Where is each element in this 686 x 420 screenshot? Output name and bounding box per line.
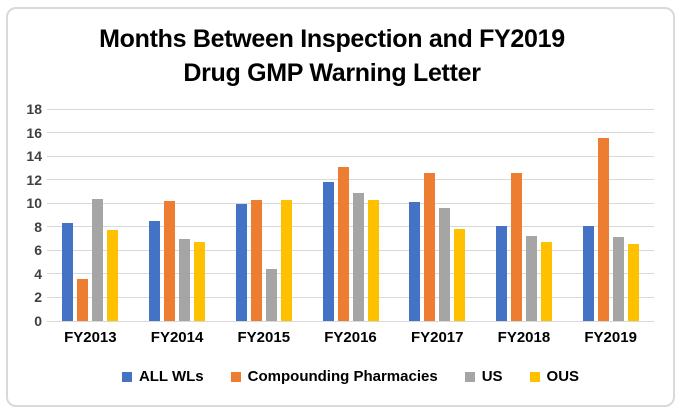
y-tick-label-16: 16 (26, 124, 42, 141)
bar-all-wls-fy2014 (149, 220, 161, 321)
bar-ous-fy2019 (627, 244, 639, 321)
plot-area (47, 108, 654, 322)
bar-group-FY2018 (481, 109, 568, 321)
bar-us-fy2014 (179, 238, 191, 321)
legend: ALL WLs Compounding Pharmacies US OUS (47, 368, 654, 385)
legend-label: OUS (546, 368, 580, 385)
gridline-8 (47, 226, 654, 228)
legend-item-all-wls: ALL WLs (121, 368, 204, 385)
bar-ous-fy2013 (107, 230, 119, 321)
chart-title-line-2: Drug GMP Warning Letter (183, 59, 481, 87)
gridline-4 (47, 273, 654, 275)
bar-all-wls-fy2016 (322, 182, 334, 321)
bar-group-FY2016 (307, 109, 394, 321)
y-tick-label-14: 14 (26, 148, 42, 165)
gridline-2 (47, 296, 654, 298)
y-axis: 0 2 4 6 8 10 12 14 16 18 (10, 101, 42, 329)
bar-us-fy2017 (439, 207, 451, 321)
bar-group-FY2019 (567, 109, 654, 321)
bar-all-wls-fy2018 (495, 225, 507, 321)
gridline-10 (47, 202, 654, 204)
bar-compounding-pharmacies-fy2016 (337, 166, 349, 321)
legend-item-us: US (464, 368, 503, 385)
y-tick-label-18: 18 (26, 101, 42, 117)
bar-group-FY2015 (220, 109, 307, 321)
bar-group-FY2013 (47, 109, 134, 321)
bar-us-fy2018 (525, 236, 537, 321)
y-tick-label-12: 12 (26, 171, 42, 188)
bar-us-fy2013 (92, 198, 104, 321)
gridline-0 (47, 320, 654, 322)
bar-compounding-pharmacies-fy2014 (164, 200, 176, 321)
bar-all-wls-fy2015 (235, 204, 247, 321)
x-axis: FY2013 FY2014 FY2015 FY2016 FY2017 FY2018 FY20… (47, 329, 654, 346)
x-tick-label-fy2016: FY2016 (324, 329, 377, 346)
bar-us-fy2015 (265, 269, 277, 321)
bar-ous-fy2017 (454, 229, 466, 321)
bar-ous-fy2018 (540, 242, 552, 321)
y-tick-label-4: 4 (34, 265, 42, 282)
bar-all-wls-fy2017 (409, 202, 421, 321)
bar-ous-fy2014 (194, 242, 206, 321)
gridline-6 (47, 249, 654, 251)
bar-group-FY2017 (394, 109, 481, 321)
x-tick-label-fy2019: FY2019 (584, 329, 637, 346)
legend-item-compounding-pharmacies: Compounding Pharmacies (230, 368, 438, 385)
bar-compounding-pharmacies-fy2018 (510, 172, 522, 321)
legend-item-ous: OUS (529, 368, 580, 385)
bar-ous-fy2015 (280, 199, 292, 321)
bar-us-fy2016 (352, 192, 364, 321)
bar-all-wls-fy2019 (582, 225, 594, 321)
legend-swatch-icon (121, 371, 132, 382)
legend-swatch-icon (464, 371, 475, 382)
legend-swatch-icon (529, 371, 540, 382)
x-tick-label-fy2014: FY2014 (150, 329, 204, 346)
y-tick-label-6: 6 (34, 242, 42, 259)
bar-group-FY2014 (134, 109, 221, 321)
chart-title-line-1: Months Between Inspection and FY2019 (99, 25, 565, 53)
gridline-12 (47, 179, 654, 181)
legend-swatch-icon (230, 371, 241, 382)
chart-title: Months Between Inspection and FY2019 Dru… (10, 22, 654, 90)
y-tick-label-0: 0 (34, 313, 42, 329)
bar-compounding-pharmacies-fy2019 (597, 138, 609, 321)
bar-compounding-pharmacies-fy2015 (250, 199, 262, 321)
legend-label: ALL WLs (138, 368, 204, 385)
x-tick-label-fy2017: FY2017 (410, 329, 464, 346)
x-tick-label-fy2018: FY2018 (497, 329, 551, 346)
bar-compounding-pharmacies-fy2017 (424, 172, 436, 321)
legend-label: Compounding Pharmacies (247, 368, 438, 385)
gridline-18 (47, 108, 654, 110)
x-tick-label-fy2015: FY2015 (237, 329, 291, 346)
gridline-16 (47, 132, 654, 134)
gridline-14 (47, 155, 654, 157)
y-tick-label-10: 10 (26, 195, 42, 212)
y-tick-label-8: 8 (34, 218, 42, 235)
legend-label: US (481, 368, 503, 385)
bar-groups (47, 109, 654, 321)
x-tick-label-fy2013: FY2013 (64, 329, 117, 346)
y-tick-label-2: 2 (34, 289, 42, 306)
bar-us-fy2019 (612, 237, 624, 321)
bar-ous-fy2016 (367, 199, 379, 321)
bar-compounding-pharmacies-fy2013 (77, 278, 89, 321)
bar-all-wls-fy2013 (62, 223, 74, 321)
